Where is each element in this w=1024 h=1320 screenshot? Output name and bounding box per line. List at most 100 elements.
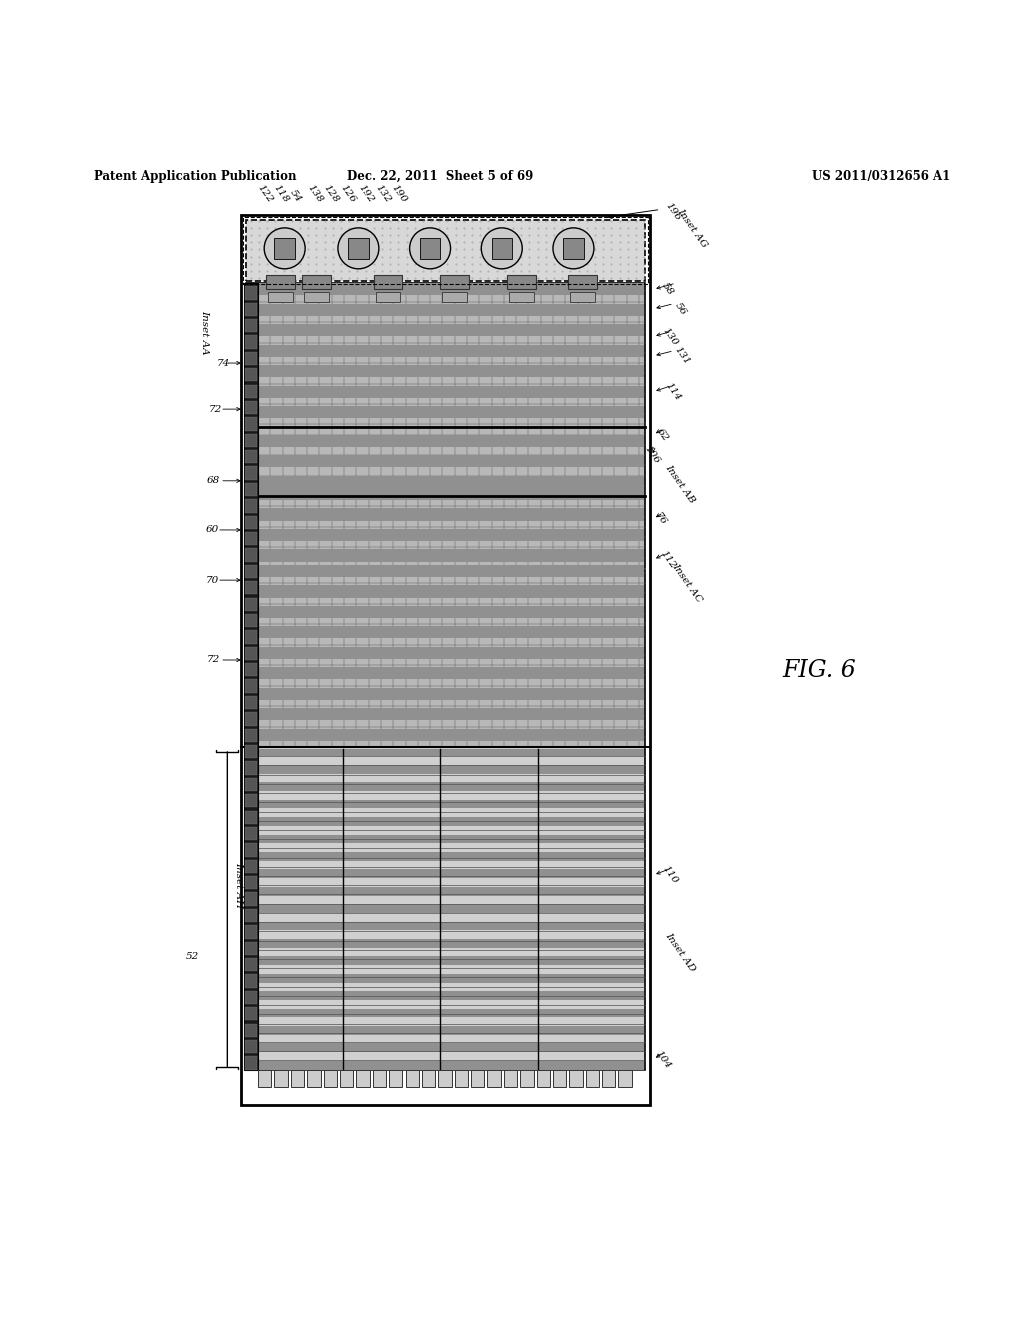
Bar xyxy=(247,965,644,974)
Bar xyxy=(268,293,293,301)
Text: 74: 74 xyxy=(217,359,229,367)
Text: 112: 112 xyxy=(658,549,677,570)
Bar xyxy=(291,1069,304,1086)
Bar xyxy=(245,631,257,644)
Bar xyxy=(246,219,645,281)
Bar xyxy=(247,800,644,808)
Bar xyxy=(374,275,402,289)
Bar xyxy=(266,275,295,289)
Bar xyxy=(245,1040,257,1053)
Bar xyxy=(245,351,257,366)
Bar xyxy=(245,729,257,742)
Bar xyxy=(406,1069,419,1086)
Bar xyxy=(245,810,257,824)
Bar xyxy=(245,680,257,693)
Bar xyxy=(245,286,257,300)
Text: 232: 232 xyxy=(245,949,253,969)
Text: 54: 54 xyxy=(289,189,303,205)
Bar xyxy=(247,549,644,562)
Text: Inset AC: Inset AC xyxy=(671,562,703,605)
Bar xyxy=(438,1069,452,1086)
Bar xyxy=(247,1001,644,1008)
Bar xyxy=(247,851,644,861)
Bar xyxy=(373,1069,386,1086)
Text: 122: 122 xyxy=(256,183,274,205)
Bar xyxy=(247,667,644,680)
Bar xyxy=(504,1069,517,1086)
Bar xyxy=(245,795,257,808)
Bar xyxy=(247,939,644,948)
Bar xyxy=(247,529,644,541)
Bar xyxy=(487,1069,501,1086)
Bar xyxy=(569,1069,583,1086)
Bar xyxy=(247,895,644,904)
Text: 56: 56 xyxy=(673,301,688,317)
Text: 104: 104 xyxy=(653,1048,672,1071)
Bar xyxy=(247,887,644,895)
Circle shape xyxy=(264,228,305,269)
Bar xyxy=(520,1069,534,1086)
Bar xyxy=(246,748,645,1069)
Text: 126: 126 xyxy=(339,183,357,205)
Bar xyxy=(247,708,644,721)
Bar xyxy=(492,238,512,259)
Bar xyxy=(245,466,257,479)
Bar xyxy=(245,925,257,939)
Bar xyxy=(247,870,644,878)
Text: 106: 106 xyxy=(643,445,662,466)
Bar xyxy=(245,319,257,333)
Bar xyxy=(245,762,257,775)
Bar xyxy=(247,931,644,939)
Text: 60: 60 xyxy=(206,525,218,535)
Bar xyxy=(247,991,644,1001)
Bar xyxy=(247,843,644,851)
Bar xyxy=(247,366,644,378)
Text: Patent Application Publication: Patent Application Publication xyxy=(94,170,297,183)
Bar xyxy=(422,1069,435,1086)
Text: 58: 58 xyxy=(660,281,676,297)
Text: 108: 108 xyxy=(246,834,254,854)
Bar xyxy=(247,325,644,337)
Bar xyxy=(245,499,257,512)
Bar xyxy=(537,1069,550,1086)
Text: 132: 132 xyxy=(374,183,392,205)
Bar xyxy=(247,774,644,783)
Text: 190: 190 xyxy=(390,183,409,205)
Text: 130: 130 xyxy=(660,326,679,347)
Text: 114: 114 xyxy=(664,381,682,403)
Text: 62: 62 xyxy=(655,426,671,442)
Bar xyxy=(247,729,644,741)
Bar xyxy=(455,1069,468,1086)
Bar xyxy=(245,696,257,709)
Bar xyxy=(440,275,469,289)
Bar xyxy=(389,1069,402,1086)
Bar xyxy=(258,1069,271,1086)
Bar xyxy=(247,1026,644,1035)
Bar xyxy=(618,1069,632,1086)
Bar xyxy=(245,516,257,529)
Bar xyxy=(356,1069,370,1086)
Bar xyxy=(340,1069,353,1086)
Bar xyxy=(245,548,257,562)
Bar xyxy=(247,878,644,887)
Bar xyxy=(245,892,257,906)
Bar xyxy=(247,766,644,774)
Bar xyxy=(247,434,644,447)
Text: 110: 110 xyxy=(660,865,679,886)
Bar xyxy=(245,581,257,594)
Bar xyxy=(307,1069,321,1086)
Bar xyxy=(507,275,536,289)
Bar xyxy=(247,1018,644,1026)
Bar xyxy=(247,861,644,870)
Bar xyxy=(247,688,644,700)
Bar xyxy=(245,859,257,873)
Bar xyxy=(509,293,534,301)
Bar xyxy=(324,1069,337,1086)
Bar xyxy=(245,974,257,987)
Bar xyxy=(245,417,257,430)
Text: 128: 128 xyxy=(322,183,340,205)
Bar xyxy=(247,1008,644,1018)
Bar xyxy=(247,957,644,965)
Bar xyxy=(247,817,644,826)
Text: 192: 192 xyxy=(356,183,375,205)
